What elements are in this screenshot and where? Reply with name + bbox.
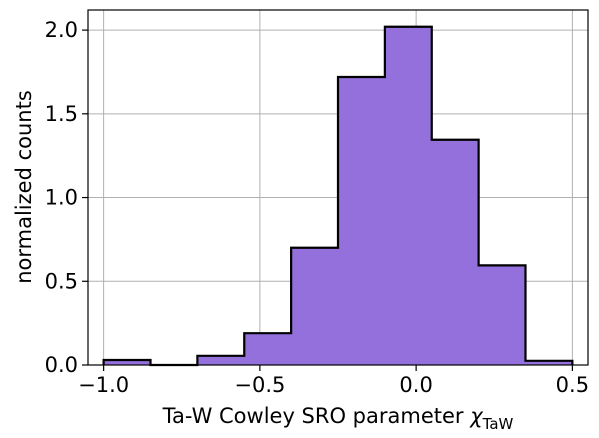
y-tick-label: 1.0 — [45, 186, 78, 210]
histogram-bar — [384, 26, 432, 366]
y-tick-label: 1.5 — [45, 102, 78, 126]
histogram-bar — [478, 265, 526, 366]
x-tick-label: −1.0 — [78, 373, 129, 397]
histogram-bar — [197, 355, 245, 366]
x-tick-label: 0.0 — [399, 373, 432, 397]
histogram-bar — [290, 247, 339, 366]
x-axis-ticks: −1.0 −0.5 0.0 0.5 — [78, 365, 589, 397]
y-axis-ticks: 0.0 0.5 1.0 1.5 2.0 — [45, 18, 88, 377]
histogram-bars — [103, 26, 573, 366]
x-tick-label: 0.5 — [556, 373, 589, 397]
x-axis-label-subscript: TaW — [482, 415, 514, 433]
x-tick-label: −0.5 — [234, 373, 285, 397]
y-tick-label: 2.0 — [45, 18, 78, 42]
plot-frame — [87, 9, 589, 366]
histogram-bar — [431, 139, 479, 366]
y-axis-label: normalized counts — [12, 90, 36, 284]
x-axis-label: Ta-W Cowley SRO parameter χTaW — [162, 404, 514, 433]
y-tick-label: 0.0 — [45, 353, 78, 377]
x-axis-label-text: Ta-W Cowley SRO parameter — [162, 404, 471, 428]
histogram-bar — [244, 332, 292, 366]
x-axis-label-symbol: χ — [469, 404, 484, 428]
y-tick-label: 0.5 — [45, 269, 78, 293]
histogram-bar — [337, 76, 386, 366]
